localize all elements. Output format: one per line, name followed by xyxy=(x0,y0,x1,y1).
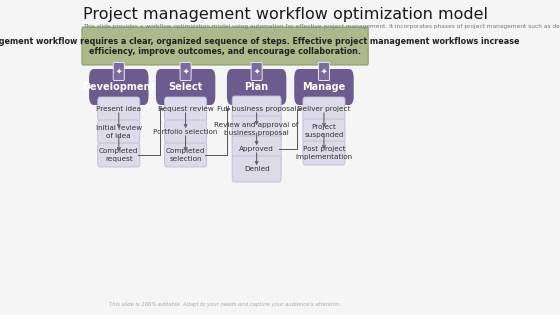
FancyBboxPatch shape xyxy=(251,62,262,81)
FancyBboxPatch shape xyxy=(232,116,281,142)
FancyBboxPatch shape xyxy=(294,69,354,105)
Text: Post project
implementation: Post project implementation xyxy=(296,146,353,160)
Text: A project management workflow requires a clear, organized sequence of steps. Eff: A project management workflow requires a… xyxy=(0,37,520,45)
FancyBboxPatch shape xyxy=(98,97,140,121)
FancyBboxPatch shape xyxy=(165,120,207,144)
FancyBboxPatch shape xyxy=(232,156,281,182)
Text: This slide provides a workflow optimization model using automation for effective: This slide provides a workflow optimizat… xyxy=(83,24,560,29)
Text: Deliver project: Deliver project xyxy=(297,106,351,112)
Text: Full business proposal: Full business proposal xyxy=(217,106,296,112)
FancyBboxPatch shape xyxy=(303,141,345,165)
Text: Manage: Manage xyxy=(302,82,346,92)
FancyBboxPatch shape xyxy=(113,62,124,81)
FancyBboxPatch shape xyxy=(232,136,281,162)
FancyBboxPatch shape xyxy=(98,120,140,144)
Text: ✦: ✦ xyxy=(321,67,327,76)
Text: Present idea: Present idea xyxy=(96,106,141,112)
Text: Review and approval of
business proposal: Review and approval of business proposal xyxy=(214,122,299,136)
FancyBboxPatch shape xyxy=(82,27,368,65)
Text: Project management workflow optimization model: Project management workflow optimization… xyxy=(83,7,488,22)
Text: Completed
selection: Completed selection xyxy=(166,148,206,162)
Text: Approved: Approved xyxy=(239,146,274,152)
FancyBboxPatch shape xyxy=(303,97,345,121)
Text: This slide is 100% editable. Adapt to your needs and capture your audience's att: This slide is 100% editable. Adapt to yo… xyxy=(109,302,341,307)
Text: ✦: ✦ xyxy=(254,67,260,76)
Text: ✦: ✦ xyxy=(183,67,189,76)
FancyBboxPatch shape xyxy=(156,69,216,105)
Text: Initial review
of idea: Initial review of idea xyxy=(96,125,142,139)
Text: Development: Development xyxy=(82,82,155,92)
Text: ✦: ✦ xyxy=(115,67,122,76)
Text: Denied: Denied xyxy=(244,166,269,172)
FancyBboxPatch shape xyxy=(319,62,329,81)
FancyBboxPatch shape xyxy=(180,62,191,81)
FancyBboxPatch shape xyxy=(89,69,148,105)
FancyBboxPatch shape xyxy=(227,69,286,105)
Text: Portfolio selection: Portfolio selection xyxy=(153,129,218,135)
FancyBboxPatch shape xyxy=(165,97,207,121)
FancyBboxPatch shape xyxy=(165,143,207,167)
FancyBboxPatch shape xyxy=(303,119,345,143)
FancyBboxPatch shape xyxy=(98,143,140,167)
FancyBboxPatch shape xyxy=(232,96,281,122)
Text: efficiency, improve outcomes, and encourage collaboration.: efficiency, improve outcomes, and encour… xyxy=(89,47,361,55)
Text: Project
suspended: Project suspended xyxy=(304,124,344,138)
Text: Completed
request: Completed request xyxy=(99,148,138,162)
Text: Plan: Plan xyxy=(245,82,269,92)
Text: Request review: Request review xyxy=(158,106,213,112)
Text: Select: Select xyxy=(169,82,203,92)
